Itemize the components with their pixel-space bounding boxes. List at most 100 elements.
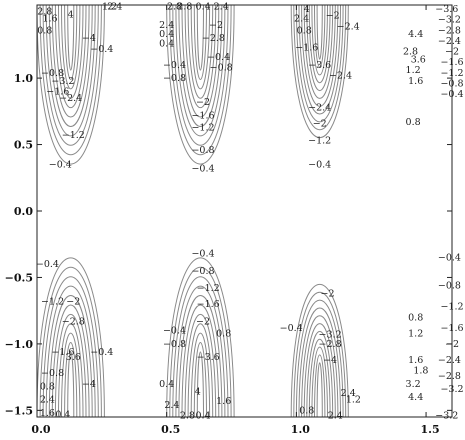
contour-line-0-11 (36, 4, 105, 165)
contour-line-5-1 (316, 362, 323, 418)
contour-line-1-6 (181, 4, 220, 118)
contour-label-43: −0.4 (308, 160, 331, 171)
contour-line-3-5 (54, 313, 87, 418)
contour-line-0-9 (42, 4, 99, 146)
x-tick-label-0: 0.0 (31, 423, 50, 436)
contour-label-53: −2.4 (438, 36, 461, 47)
contour-label-89: −3.2 (319, 330, 342, 341)
contour-line-5-5 (306, 330, 334, 418)
contour-label-18: 2.4 (159, 20, 174, 31)
contour-label-88: −0.4 (280, 323, 303, 334)
contour-line-1-4 (187, 4, 214, 99)
contour-label-27: −2 (196, 97, 210, 108)
y-tick-label-2: 0.0 (14, 205, 33, 218)
contour-label-9: −2.4 (59, 93, 82, 104)
contour-label-31: −0.4 (191, 164, 214, 175)
contour-label-10: −1.2 (62, 130, 85, 141)
contour-label-80: −3.6 (197, 352, 220, 363)
contour-label-110: −3.2 (435, 411, 458, 422)
contour-line-4-9 (172, 276, 229, 418)
contour-label-12: 1.2 (102, 1, 117, 12)
contour-label-97: 1.2 (408, 328, 423, 339)
contour-label-48: 1.6 (408, 76, 423, 87)
contour-line-3-1 (67, 351, 75, 418)
contour-line-2-6 (303, 4, 336, 99)
contour-label-60: −1.2 (41, 296, 64, 307)
y-tick-label-1: 0.5 (14, 139, 33, 152)
contour-line-5-2 (314, 354, 326, 418)
contour-line-4-10 (169, 266, 232, 418)
x-tick-label-2: 1.0 (291, 423, 310, 436)
contour-line-0-5 (54, 4, 87, 109)
contour-line-5-10 (293, 291, 347, 418)
contour-line-4-3 (190, 332, 211, 418)
contour-label-28: −1.6 (191, 110, 214, 121)
contour-line-1-1 (196, 4, 204, 71)
contour-label-40: −2.4 (308, 102, 331, 113)
contour-line-5-8 (298, 307, 341, 418)
contour-label-3: 4 (68, 9, 74, 20)
contour-label-1: 1.6 (42, 13, 57, 24)
contour-label-75: −1.6 (197, 299, 220, 310)
contour-label-107: −2.4 (438, 355, 461, 366)
contour-label-30: −0.8 (191, 145, 214, 156)
contour-label-36: −2.4 (337, 21, 360, 32)
contour-label-76: −2 (196, 316, 210, 327)
contour-line-2-9 (295, 4, 344, 123)
contour-label-70: 1.6 (40, 408, 55, 419)
contour-label-92: 2.4 (341, 388, 356, 399)
contour-label-52: −2.8 (438, 25, 461, 36)
contour-label-71: 0.4 (55, 409, 70, 420)
contour-label-5: −0.4 (90, 44, 113, 55)
contour-label-44: 4.4 (408, 29, 423, 40)
contour-label-32: 4 (304, 4, 310, 15)
contour-label-29: −1.2 (191, 122, 214, 133)
contour-label-73: −0.8 (191, 266, 214, 277)
contour-line-4-2 (193, 342, 207, 418)
contour-line-3-8 (45, 285, 96, 418)
contour-label-22: −2.8 (202, 33, 225, 44)
contour-line-1-7 (178, 4, 223, 127)
contour-label-62: −2.8 (62, 316, 85, 327)
contour-line-2-3 (311, 4, 328, 76)
contour-label-103: −0.8 (438, 280, 461, 291)
contour-label-68: 2.4 (40, 395, 55, 406)
contour-label-33: 2.4 (294, 13, 309, 24)
contour-label-83: 2.4 (164, 400, 179, 411)
contour-line-4-11 (166, 257, 235, 418)
contour-line-5-6 (303, 323, 336, 418)
contour-line-2-11 (290, 4, 349, 138)
contour-label-108: −2.8 (438, 371, 461, 382)
contour-line-2-10 (293, 4, 347, 131)
contour-label-26: −0.8 (163, 73, 186, 84)
contour-label-39: −2.4 (329, 70, 352, 81)
contour-label-69: −4 (82, 379, 96, 390)
contour-label-20: 0.4 (159, 39, 174, 50)
contour-label-16: 0.4 (195, 1, 210, 12)
contour-label-59: −0.4 (36, 259, 59, 270)
contour-label-85: 2.8 (180, 411, 195, 422)
y-tick-label-0: 1.0 (14, 72, 33, 85)
contour-label-99: 1.8 (413, 366, 428, 377)
contour-label-4: −4 (82, 33, 96, 44)
contour-label-81: 4 (195, 387, 201, 398)
contour-label-86: 0.4 (195, 411, 210, 422)
contour-label-102: −0.4 (438, 253, 461, 264)
contour-line-0-8 (45, 4, 96, 137)
contour-line-0-4 (58, 4, 84, 99)
contour-label-91: −4 (323, 355, 337, 366)
contour-label-101: 4.4 (408, 392, 423, 403)
contour-line-5-4 (308, 338, 331, 418)
contour-line-3-7 (48, 295, 93, 418)
contour-line-0-2 (64, 4, 78, 80)
contour-lines (36, 4, 349, 418)
contour-label-0: 2.8 (37, 7, 52, 18)
contour-label-25: −0.4 (163, 60, 186, 71)
contour-label-7: −3.2 (51, 76, 74, 87)
contour-line-4-4 (187, 323, 214, 418)
contour-label-2: 0.8 (37, 25, 52, 36)
contour-label-17: 2.4 (214, 1, 229, 12)
contour-label-77: −0.4 (163, 326, 186, 337)
contour-line-2-5 (306, 4, 334, 92)
